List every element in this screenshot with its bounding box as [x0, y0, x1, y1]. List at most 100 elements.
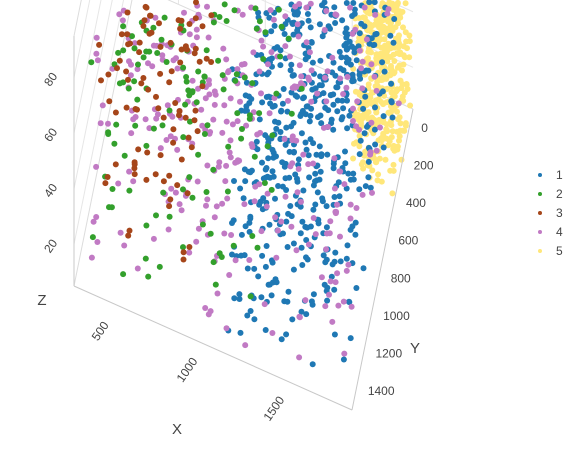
point-series-1	[298, 308, 305, 315]
point-series-4	[221, 102, 228, 109]
point-series-1	[317, 168, 324, 175]
point-series-4	[221, 230, 228, 237]
point-series-1	[331, 194, 338, 200]
y-axis-line	[351, 108, 414, 411]
point-series-4	[146, 125, 153, 132]
point-series-5	[403, 38, 410, 45]
point-series-1	[277, 62, 284, 69]
point-series-3	[175, 17, 182, 24]
point-series-1	[288, 61, 295, 68]
point-series-2	[150, 125, 157, 132]
point-series-4	[308, 98, 315, 105]
point-series-4	[326, 291, 332, 298]
point-series-4	[168, 185, 175, 192]
point-series-2	[210, 259, 217, 266]
point-series-1	[317, 57, 324, 64]
point-series-4	[296, 62, 303, 69]
point-series-4	[344, 73, 351, 80]
point-series-1	[248, 167, 255, 174]
point-series-4	[307, 0, 314, 7]
point-series-1	[330, 126, 337, 133]
point-series-3	[114, 65, 120, 72]
point-series-5	[406, 54, 413, 61]
point-series-4	[352, 26, 359, 33]
point-series-1	[267, 174, 273, 181]
point-series-4	[300, 151, 307, 158]
point-series-1	[283, 218, 290, 225]
point-series-4	[294, 189, 301, 196]
point-series-1	[240, 195, 247, 202]
point-series-4	[261, 301, 268, 308]
point-series-2	[218, 254, 225, 260]
point-series-1	[312, 201, 319, 208]
z-tick-label-80: 80	[41, 70, 60, 89]
point-series-4	[270, 16, 277, 23]
point-series-1	[318, 151, 325, 158]
point-series-4	[326, 230, 333, 237]
point-series-1	[329, 261, 336, 268]
point-series-5	[389, 190, 396, 197]
point-series-1	[347, 335, 354, 342]
point-series-1	[288, 89, 295, 96]
point-series-1	[309, 301, 316, 308]
point-series-4	[359, 191, 366, 198]
point-series-4	[226, 272, 233, 278]
point-series-3	[136, 39, 143, 46]
point-series-4	[359, 85, 366, 92]
point-series-4	[350, 105, 356, 112]
point-series-1	[272, 118, 278, 125]
point-series-1	[238, 231, 245, 238]
point-series-2	[221, 1, 228, 8]
point-series-2	[285, 35, 292, 42]
point-series-4	[241, 61, 248, 67]
point-series-3	[193, 0, 199, 6]
point-series-4	[282, 43, 289, 50]
point-series-4	[306, 49, 313, 56]
point-series-4	[128, 61, 134, 68]
point-series-4	[368, 61, 375, 68]
legend-item-3[interactable]: 3	[524, 203, 563, 222]
legend-item-2[interactable]: 2	[524, 184, 563, 203]
point-series-4	[322, 74, 328, 81]
point-series-3	[167, 196, 174, 203]
point-series-5	[382, 156, 389, 163]
point-series-2	[203, 47, 210, 54]
point-series-5	[382, 29, 389, 36]
point-series-1	[334, 84, 341, 91]
point-series-4	[205, 34, 212, 41]
point-series-5	[388, 89, 395, 96]
legend-item-4[interactable]: 4	[524, 222, 563, 241]
point-series-1	[331, 331, 338, 338]
point-series-4	[272, 214, 279, 221]
point-series-3	[186, 21, 193, 27]
axes-layer: 500 1000 1500 0 200 400 600 800 1000 1200 1400 20 40…	[37, 35, 434, 438]
point-series-4	[372, 11, 379, 18]
legend-marker-3	[538, 210, 542, 215]
point-series-5	[365, 81, 372, 88]
legend-item-1[interactable]: 1	[524, 165, 563, 184]
point-series-4	[296, 1, 303, 7]
point-series-3	[160, 114, 167, 121]
point-series-2	[89, 234, 96, 241]
point-series-4	[186, 249, 193, 256]
point-series-2	[262, 29, 269, 36]
point-series-4	[150, 42, 157, 49]
point-series-4	[264, 190, 271, 197]
point-series-1	[309, 59, 316, 66]
point-series-4	[303, 4, 310, 11]
point-series-3	[153, 93, 159, 100]
point-series-1	[288, 213, 295, 220]
point-series-3	[112, 161, 119, 168]
point-series-4	[347, 201, 354, 208]
legend-item-5[interactable]: 5	[524, 241, 563, 260]
point-series-4	[174, 146, 181, 153]
point-series-1	[285, 288, 292, 295]
point-series-3	[157, 152, 164, 159]
point-series-1	[380, 113, 387, 120]
point-series-3	[124, 31, 131, 38]
z-axis-title: Z	[37, 292, 46, 309]
point-series-2	[239, 126, 245, 132]
point-series-1	[313, 151, 320, 158]
point-series-1	[242, 107, 248, 114]
point-series-4	[331, 185, 338, 192]
